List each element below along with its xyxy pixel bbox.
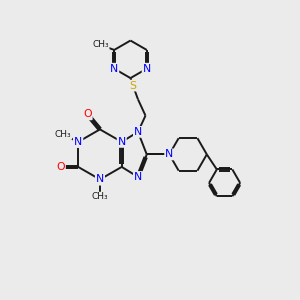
Text: N: N <box>110 64 118 74</box>
Text: CH₃: CH₃ <box>92 40 109 50</box>
Text: N: N <box>74 137 82 147</box>
Text: N: N <box>96 174 104 184</box>
Text: N: N <box>118 137 126 147</box>
Text: S: S <box>130 81 136 91</box>
Text: N: N <box>134 127 142 137</box>
Text: N: N <box>96 174 104 184</box>
Text: CH₃: CH₃ <box>92 193 108 202</box>
Text: CH₃: CH₃ <box>55 130 71 139</box>
Text: N: N <box>134 172 142 182</box>
Text: O: O <box>56 162 65 172</box>
Text: O: O <box>83 110 92 119</box>
Text: N: N <box>74 137 82 147</box>
Text: N: N <box>142 64 151 74</box>
Text: N: N <box>165 149 173 159</box>
